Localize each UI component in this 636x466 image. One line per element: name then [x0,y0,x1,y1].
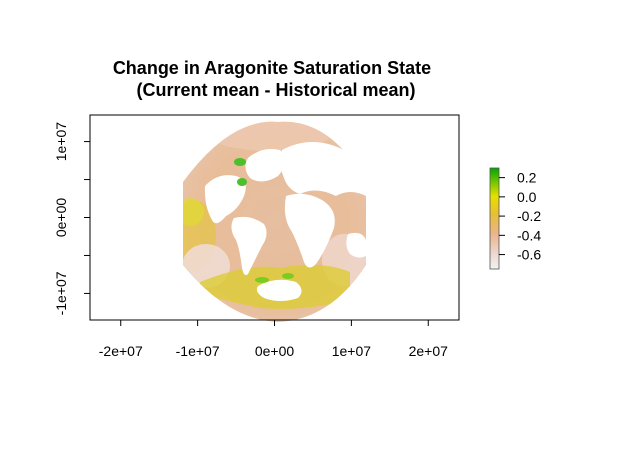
positive-patch [234,158,246,166]
colorbar-tick-label: -0.2 [517,208,541,224]
x-tick-label: 1e+07 [332,343,372,359]
colorbar: 0.2 0.0 -0.2 -0.4 -0.6 [489,167,541,270]
land-eurasia [280,142,366,196]
colorbar-tick-label: 0.0 [517,189,537,205]
y-tick-label: 1e+07 [53,122,69,162]
chart-subtitle: (Current mean - Historical mean) [136,80,415,100]
land-north-america [204,175,246,224]
land-south-america [231,216,267,276]
plot-axes: -2e+07 -1e+07 0e+00 1e+07 2e+07 -1e+07 0e+00 1e… [53,114,460,359]
globe-map [183,121,366,322]
colorbar-gradient [489,167,500,270]
x-tick-label: -2e+07 [99,343,143,359]
positive-patch [282,273,294,279]
colorbar-tick-label: -0.6 [517,247,541,263]
chart-title: Change in Aragonite Saturation State [113,58,431,78]
colorbar-tick-label: 0.2 [517,170,537,186]
y-tick-label: -1e+07 [53,271,69,315]
land-antarctica [256,279,302,301]
land-greenland [245,149,286,182]
y-tick-label: 0e+00 [53,198,69,238]
colorbar-tick-label: -0.4 [517,227,541,243]
positive-patch [255,277,269,283]
x-tick-label: -1e+07 [176,343,220,359]
x-tick-label: 0e+00 [255,343,295,359]
land-africa [284,193,335,268]
x-tick-label: 2e+07 [409,343,449,359]
land-australia [346,232,366,258]
positive-patch [237,178,247,186]
